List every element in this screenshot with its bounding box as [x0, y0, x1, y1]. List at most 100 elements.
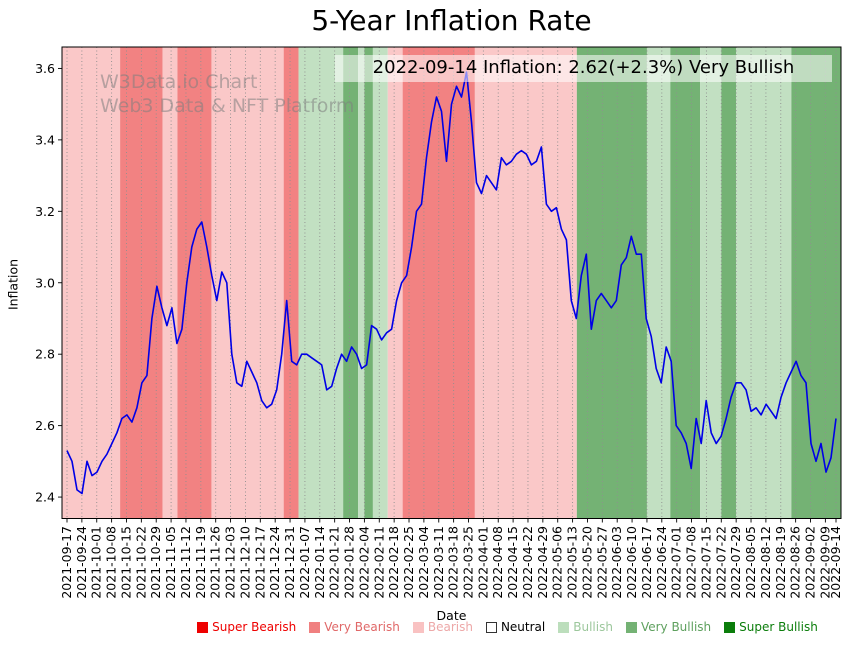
legend-swatch [558, 621, 570, 633]
sentiment-band-very_bullish [721, 47, 737, 519]
x-tick-label: 2022-06-10 [624, 526, 639, 599]
sentiment-band-very_bullish [343, 47, 359, 519]
legend-label: Very Bearish [324, 620, 400, 634]
x-tick-label: 2021-11-12 [178, 526, 193, 599]
sentiment-band-very_bullish [670, 47, 701, 519]
legend-swatch [724, 621, 736, 633]
x-tick-label: 2022-03-25 [460, 526, 475, 599]
x-tick-label: 2021-09-24 [74, 526, 89, 599]
y-tick-label: 2.8 [35, 347, 55, 362]
legend-item-very-bearish: Very Bearish [309, 620, 400, 634]
legend-item-neutral: Neutral [485, 620, 546, 634]
x-tick-label: 2022-01-28 [342, 526, 357, 599]
chart-title: 5-Year Inflation Rate [311, 4, 592, 37]
x-tick-label: 2022-02-18 [386, 526, 401, 599]
watermark-line1: W3Data.io Chart [100, 71, 258, 93]
legend-swatch [412, 621, 424, 633]
legend-item-bearish: Bearish [412, 620, 473, 634]
x-tick-label: 2022-05-13 [565, 526, 580, 599]
legend-label: Super Bearish [212, 620, 297, 634]
x-tick-label: 2022-03-18 [446, 526, 461, 599]
legend-item-super-bearish: Super Bearish [197, 620, 296, 634]
y-tick-label: 3.6 [35, 61, 55, 76]
sentiment-band-bullish [736, 47, 792, 519]
x-tick-label: 2022-02-04 [356, 526, 371, 599]
sentiment-band-very_bearish [283, 47, 299, 519]
legend-label: Very Bullish [640, 620, 712, 634]
x-tick-label: 2022-04-01 [475, 526, 490, 599]
x-tick-label: 2021-12-03 [223, 526, 238, 599]
sentiment-band-bullish [372, 47, 388, 519]
x-tick-label: 2022-02-25 [401, 526, 416, 599]
x-tick-label: 2022-01-07 [297, 526, 312, 599]
x-tick-label: 2022-09-02 [803, 526, 818, 599]
sentiment-band-bearish [387, 47, 403, 519]
x-tick-label: 2022-04-22 [520, 526, 535, 599]
legend-label: Super Bullish [739, 620, 818, 634]
x-tick-label: 2022-01-14 [312, 526, 327, 599]
sentiment-band-bearish [211, 47, 284, 519]
y-tick-label: 2.4 [35, 490, 55, 505]
inflation-line [66, 71, 837, 495]
x-tick-label: 2022-07-22 [713, 526, 728, 599]
x-tick-label: 2022-07-08 [684, 526, 699, 599]
sentiment-band-bearish [162, 47, 178, 519]
sentiment-band-bullish [358, 47, 365, 519]
latest-value-annotation: 2022-09-14 Inflation: 2.62(+2.3%) Very B… [335, 55, 832, 82]
x-tick-label: 2022-06-03 [609, 526, 624, 599]
watermark: W3Data.io Chart Web3 Data & NFT Platform [100, 70, 354, 118]
legend-swatch [309, 621, 321, 633]
x-tick-label: 2022-02-11 [371, 526, 386, 599]
x-tick-label: 2022-08-05 [743, 526, 758, 599]
legend: Super Bearish Very Bearish Bearish Neutral B… [160, 620, 855, 634]
legend-item-very-bullish: Very Bullish [625, 620, 712, 634]
x-tick-label: 2022-07-15 [698, 526, 713, 599]
x-tick-label: 2021-10-29 [148, 526, 163, 599]
legend-label: Neutral [500, 620, 546, 634]
sentiment-band-very_bullish [364, 47, 373, 519]
sentiment-band-very_bearish [177, 47, 212, 519]
y-axis-label: Inflation [5, 258, 21, 311]
sentiment-band-very_bullish [791, 47, 841, 519]
x-tick-label: 2022-08-26 [788, 526, 803, 599]
x-tick-label: 2022-08-12 [758, 526, 773, 599]
x-tick-label: 2022-04-15 [505, 526, 520, 599]
x-tick-label: 2022-09-14 [828, 526, 843, 599]
x-tick-label: 2022-09-09 [817, 526, 832, 599]
legend-label: Bullish [573, 620, 613, 634]
x-tick-label: 2021-10-08 [104, 526, 119, 599]
x-tick-label: 2022-05-27 [594, 526, 609, 599]
x-tick-label: 2022-03-11 [431, 526, 446, 599]
x-tick-label: 2022-05-20 [579, 526, 594, 599]
sentiment-band-bullish [646, 47, 671, 519]
legend-item-bullish: Bullish [558, 620, 613, 634]
x-tick-label: 2022-07-29 [728, 526, 743, 599]
y-tick-label: 2.6 [35, 418, 55, 433]
y-tick-label: 3.0 [35, 275, 55, 290]
x-tick-label: 2022-04-29 [535, 526, 550, 599]
legend-swatch [485, 621, 497, 633]
legend-label: Bearish [427, 620, 473, 634]
x-tick-label: 2022-01-21 [327, 526, 342, 599]
sentiment-band-bullish [298, 47, 344, 519]
x-tick-label: 2021-11-26 [208, 526, 223, 599]
y-tick-label: 3.2 [35, 204, 55, 219]
x-tick-label: 2022-06-24 [654, 526, 669, 599]
x-tick-label: 2022-04-08 [490, 526, 505, 599]
x-axis-label: Date [436, 608, 467, 623]
watermark-line2: Web3 Data & NFT Platform [100, 95, 355, 117]
sentiment-band-bearish [62, 47, 121, 519]
x-tick-label: 2021-10-15 [118, 526, 133, 599]
x-tick-label: 2021-10-01 [89, 526, 104, 599]
x-tick-label: 2021-12-10 [237, 526, 252, 599]
sentiment-band-bearish [474, 47, 577, 519]
legend-item-super-bullish: Super Bullish [724, 620, 818, 634]
legend-swatch [625, 621, 637, 633]
x-tick-label: 2021-09-17 [59, 526, 74, 599]
x-tick-label: 2021-10-22 [133, 526, 148, 599]
x-tick-label: 2021-11-05 [163, 526, 178, 599]
x-tick-label: 2021-12-24 [267, 526, 282, 599]
x-tick-label: 2021-11-19 [193, 526, 208, 599]
x-tick-label: 2021-12-17 [252, 526, 267, 599]
